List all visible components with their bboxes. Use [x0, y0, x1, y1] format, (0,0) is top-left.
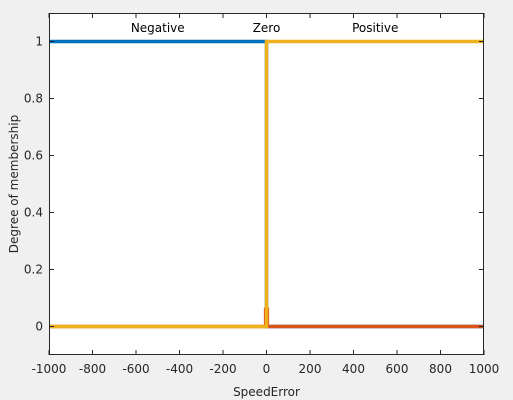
mf-label-negative: Negative: [131, 21, 185, 35]
y-tick-label: 0.2: [24, 263, 43, 277]
x-axis-label: SpeedError: [233, 385, 300, 399]
x-tick-label: 600: [386, 362, 409, 376]
x-tick-label: -200: [209, 362, 236, 376]
ticks-layer: -1000 -800 -600 -400 -200 0 200 400 600 800 1000 0 0…: [24, 13, 499, 376]
x-tick-label: -400: [166, 362, 193, 376]
y-tick-label: 0: [35, 320, 43, 334]
y-tick-label: 1: [35, 35, 43, 49]
y-axis-label: Degree of membership: [7, 115, 21, 253]
x-tick-label: 1000: [469, 362, 500, 376]
series-line-positive: [49, 39, 484, 329]
x-tick-label: 0: [263, 362, 271, 376]
mf-label-positive: Positive: [352, 21, 398, 35]
x-tick-label: -800: [79, 362, 106, 376]
mf-labels-layer: Negative Zero Positive: [131, 21, 399, 35]
series-layer: [49, 39, 484, 329]
x-tick-label: 800: [429, 362, 452, 376]
x-tick-label: -600: [122, 362, 149, 376]
mf-label-zero: Zero: [253, 21, 281, 35]
y-tick-label: 0.8: [24, 92, 43, 106]
x-tick-label: 400: [342, 362, 365, 376]
x-tick-label: 200: [299, 362, 322, 376]
y-tick-label: 0.4: [24, 206, 43, 220]
y-tick-label: 0.6: [24, 149, 43, 163]
x-tick-label: -1000: [32, 362, 67, 376]
